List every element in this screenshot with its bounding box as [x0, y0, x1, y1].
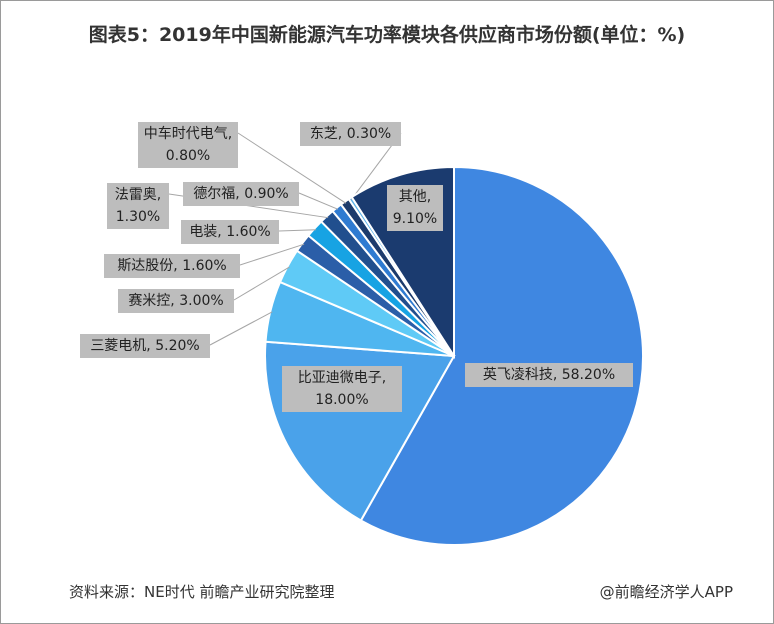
pie-slice — [359, 165, 644, 546]
data-label: 法雷奥, 1.30% — [107, 183, 169, 229]
leader-line — [209, 311, 273, 346]
data-label: 英飞凌科技, 58.20% — [465, 363, 633, 387]
data-label: 比亚迪微电子, 18.00% — [282, 366, 402, 412]
leader-line — [233, 266, 290, 301]
data-label: 斯达股份, 1.60% — [104, 254, 240, 278]
data-label: 德尔福, 0.90% — [183, 182, 299, 206]
data-label: 东芝, 0.30% — [300, 122, 401, 146]
data-label: 电装, 1.60% — [181, 220, 279, 244]
data-label: 中车时代电气, 0.80% — [138, 122, 238, 168]
credit: @前瞻经济学人APP — [599, 583, 733, 601]
chart-title: 图表5：2019年中国新能源汽车功率模块各供应商市场份额(单位：%) — [88, 24, 686, 46]
data-label: 三菱电机, 5.20% — [80, 334, 210, 358]
data-label: 赛米控, 3.00% — [118, 289, 234, 313]
leader-line — [278, 229, 317, 232]
leader-line — [239, 243, 305, 266]
source: 资料来源：NE时代 前瞻产业研究院整理 — [69, 583, 335, 601]
data-label: 其他, 9.10% — [387, 185, 443, 231]
leader-line — [298, 192, 339, 210]
leader-line — [237, 132, 347, 204]
